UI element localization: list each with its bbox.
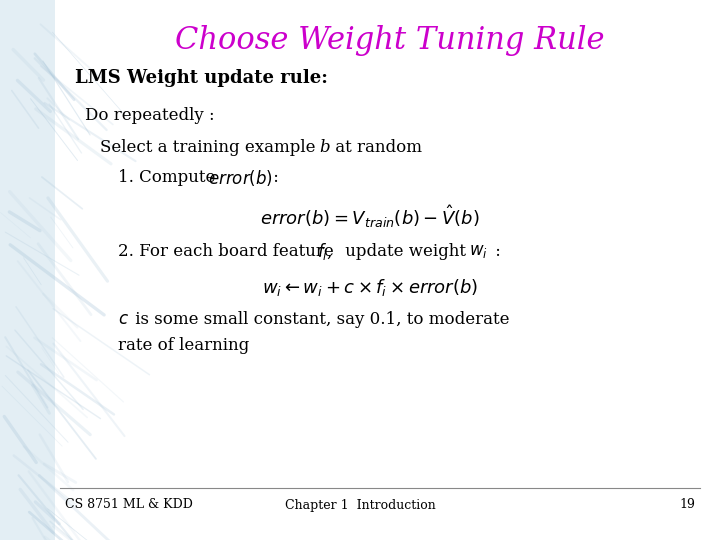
Text: 2. For each board feature: 2. For each board feature xyxy=(118,242,339,260)
Text: $\mathit{error}(b)$: $\mathit{error}(b)$ xyxy=(208,168,273,188)
Text: 1. Compute: 1. Compute xyxy=(118,170,220,186)
Text: $c$: $c$ xyxy=(118,312,129,328)
Text: Chapter 1  Introduction: Chapter 1 Introduction xyxy=(284,498,436,511)
Bar xyxy=(0,0,55,540)
Text: $\mathit{error}(b) = V_{\mathit{train}}(b) - \hat{V}(b)$: $\mathit{error}(b) = V_{\mathit{train}}(… xyxy=(260,204,480,231)
Text: Choose Weight Tuning Rule: Choose Weight Tuning Rule xyxy=(175,24,605,56)
Text: Select a training example: Select a training example xyxy=(100,138,320,156)
Text: update weight: update weight xyxy=(340,242,472,260)
Text: $w_i$: $w_i$ xyxy=(469,242,487,260)
Text: at random: at random xyxy=(330,138,422,156)
Text: 19: 19 xyxy=(679,498,695,511)
Text: :: : xyxy=(268,170,279,186)
Text: is some small constant, say 0.1, to moderate: is some small constant, say 0.1, to mode… xyxy=(130,312,510,328)
Text: :: : xyxy=(490,242,501,260)
Text: rate of learning: rate of learning xyxy=(118,336,249,354)
Text: CS 8751 ML & KDD: CS 8751 ML & KDD xyxy=(65,498,193,511)
Text: b: b xyxy=(319,138,330,156)
Text: $f_i$,: $f_i$, xyxy=(317,240,333,261)
Text: Do repeatedly :: Do repeatedly : xyxy=(85,106,215,124)
Text: $w_i \leftarrow w_i + c \times f_i \times \mathit{error}(b)$: $w_i \leftarrow w_i + c \times f_i \time… xyxy=(262,278,478,299)
Text: LMS Weight update rule:: LMS Weight update rule: xyxy=(75,69,328,87)
